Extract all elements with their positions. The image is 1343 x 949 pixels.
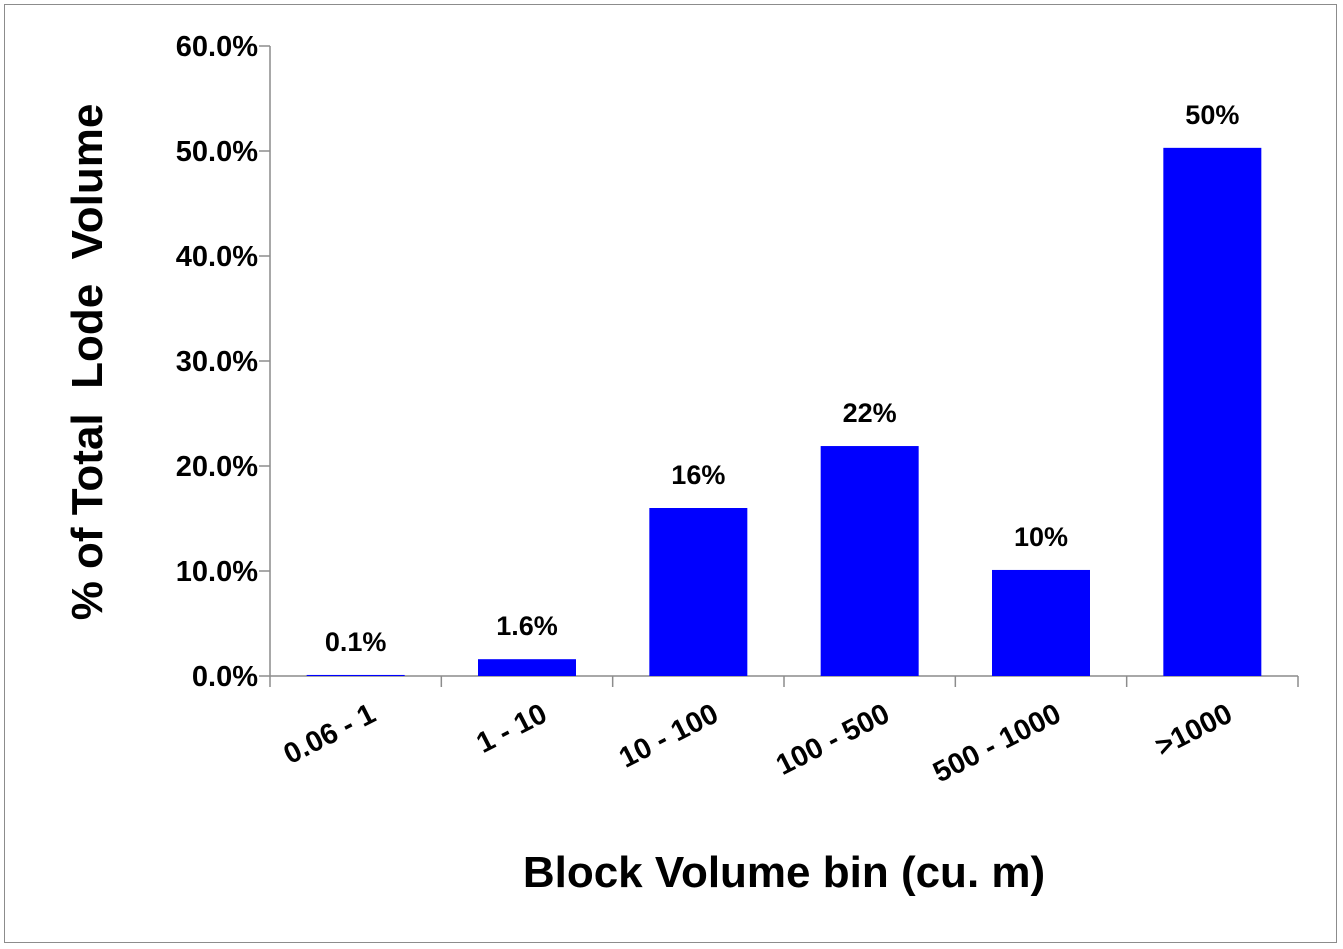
chart-frame: [4, 4, 1337, 943]
bars: [306, 147, 1262, 677]
y-tick-label: 30.0%: [176, 346, 258, 378]
y-tick-label: 40.0%: [176, 241, 258, 273]
y-tick-label: 50.0%: [176, 136, 258, 168]
x-tick-label: 100 - 500: [771, 698, 895, 782]
x-tick-label: 500 - 1000: [928, 698, 1066, 789]
data-label: 0.1%: [325, 627, 387, 657]
x-tick-label: >1000: [1150, 698, 1237, 763]
data-label: 50%: [1185, 100, 1239, 130]
y-tick-label: 10.0%: [176, 556, 258, 588]
bar: [820, 446, 919, 676]
bar: [649, 508, 748, 676]
y-tick-label: 20.0%: [176, 451, 258, 483]
data-labels: 0.1% 1.6% 16% 22% 10% 50%: [325, 100, 1239, 657]
y-axis-title: % of Total Lode Volume: [63, 104, 112, 621]
x-tick-label: 1 - 10: [472, 698, 553, 760]
data-label: 1.6%: [496, 611, 558, 641]
data-label: 10%: [1014, 522, 1068, 552]
x-axis-title: Block Volume bin (cu. m): [523, 848, 1045, 897]
data-label: 16%: [671, 460, 725, 490]
x-axis: 0.06 - 1 1 - 10 10 - 100 100 - 500 500 - 100…: [269, 675, 1299, 789]
x-tick-label: 10 - 100: [614, 698, 723, 775]
bar: [992, 569, 1090, 676]
y-tick-label: 60.0%: [176, 31, 258, 63]
x-tick-label: 0.06 - 1: [279, 698, 381, 771]
bar: [478, 659, 576, 676]
bar: [306, 674, 405, 676]
y-tick-label: 0.0%: [192, 661, 258, 693]
data-label: 22%: [843, 398, 897, 428]
bar: [1163, 147, 1262, 677]
y-axis: 0.0% 10.0% 20.0% 30.0% 40.0% 50.0% 60.0%: [176, 31, 271, 693]
